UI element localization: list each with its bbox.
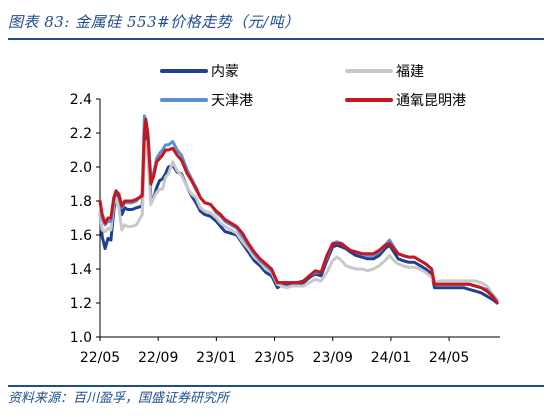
series-line-2 bbox=[98, 114, 499, 303]
chart-series bbox=[98, 114, 499, 305]
legend-label: 通氧昆明港 bbox=[396, 93, 466, 109]
chart-axes: 1.0 1.2 1.4 1.6 1.8 2.0 2.2 2.4 22/05 22/09 23/01 2… bbox=[70, 92, 500, 366]
x-tick-label: 22/05 bbox=[80, 350, 120, 366]
chart-title: 图表 83: 金属硅 553#价格走势（元/吨） bbox=[8, 13, 300, 31]
x-tick-label: 23/09 bbox=[313, 350, 353, 366]
x-tick-label: 24/01 bbox=[371, 350, 411, 366]
y-tick-label: 1.8 bbox=[70, 194, 92, 210]
legend-label: 天津港 bbox=[211, 93, 253, 109]
y-tick-label: 1.0 bbox=[70, 330, 92, 346]
legend-label: 福建 bbox=[396, 64, 424, 80]
legend-label: 内蒙 bbox=[211, 64, 239, 80]
title-divider bbox=[8, 38, 544, 40]
x-tick-label: 22/09 bbox=[138, 350, 178, 366]
y-tick-label: 1.2 bbox=[70, 296, 92, 312]
x-tick-label: 23/01 bbox=[196, 350, 236, 366]
x-tick-label: 24/05 bbox=[429, 350, 469, 366]
x-tick-label: 23/05 bbox=[254, 350, 294, 366]
y-tick-label: 1.6 bbox=[70, 228, 92, 244]
source-note: 资料来源：百川盈孚，国盛证券研究所 bbox=[8, 391, 230, 406]
y-tick-label: 1.4 bbox=[70, 262, 92, 278]
source-divider bbox=[8, 385, 544, 387]
y-tick-label: 2.2 bbox=[70, 126, 92, 142]
series-line-3 bbox=[98, 117, 499, 305]
y-tick-label: 2.4 bbox=[70, 92, 92, 108]
series-line-1 bbox=[98, 140, 499, 302]
y-tick-label: 2.0 bbox=[70, 160, 92, 176]
